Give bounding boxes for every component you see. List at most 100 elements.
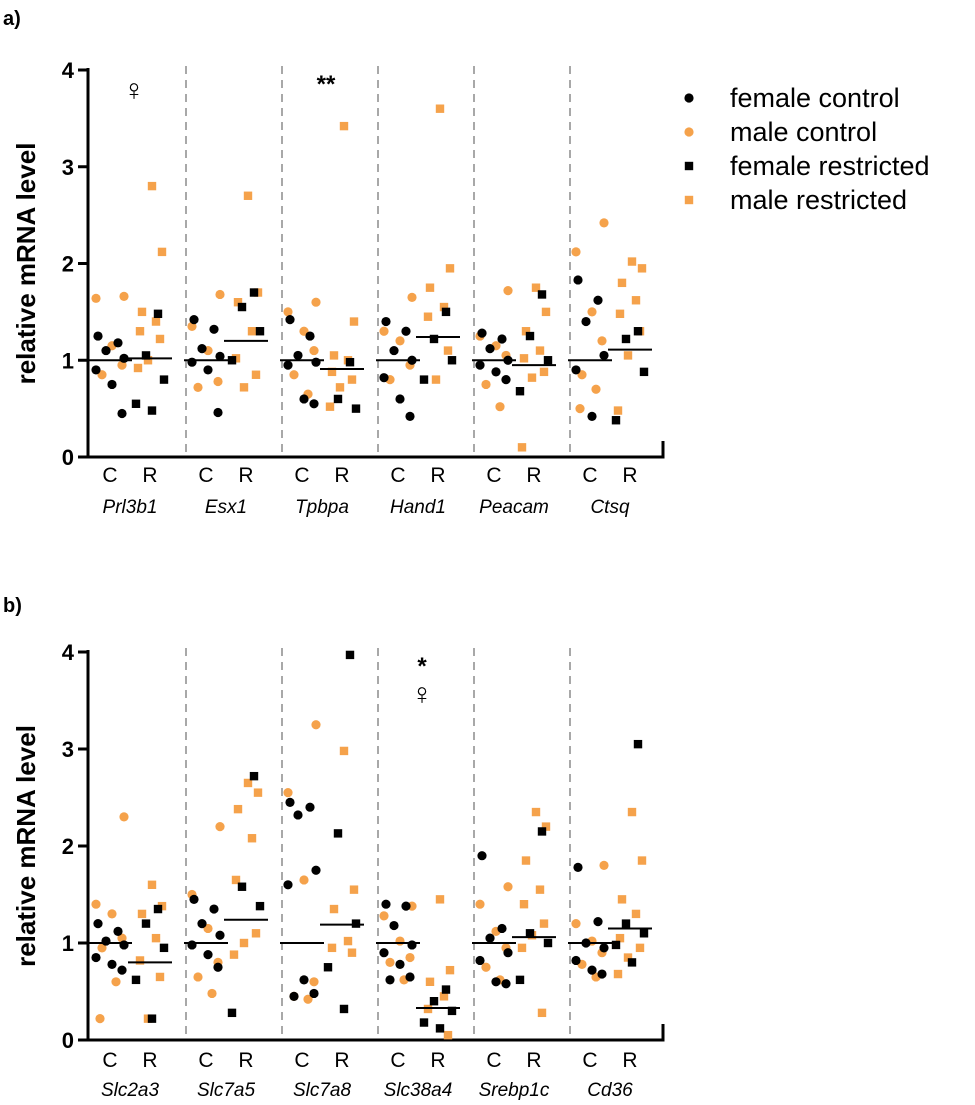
- point-male-restricted: [531, 807, 541, 817]
- x-tick-label-control: C: [198, 464, 213, 487]
- point-male-restricted: [143, 356, 153, 365]
- point-female-restricted: [345, 650, 355, 660]
- point-female-control: [571, 365, 581, 375]
- point-female-control: [197, 344, 207, 354]
- point-male-restricted: [327, 943, 337, 953]
- point-female-control: [491, 977, 501, 987]
- point-female-control: [491, 367, 501, 377]
- point-female-control: [573, 275, 583, 285]
- point-female-restricted: [153, 309, 163, 319]
- point-female-restricted: [255, 327, 265, 336]
- gene-label: Slc38a4: [384, 1080, 453, 1101]
- point-female-restricted: [633, 739, 643, 749]
- point-female-restricted: [333, 829, 343, 838]
- point-male-restricted: [613, 969, 623, 979]
- point-male-control: [215, 289, 225, 300]
- point-female-restricted: [131, 975, 141, 985]
- point-female-control: [587, 965, 597, 975]
- point-female-control: [101, 936, 111, 946]
- point-female-restricted: [621, 919, 631, 928]
- point-female-control: [309, 988, 319, 999]
- point-male-restricted: [637, 264, 647, 273]
- point-male-restricted: [537, 1008, 547, 1018]
- point-female-control: [599, 350, 609, 361]
- point-female-restricted: [255, 901, 265, 911]
- point-male-restricted: [531, 283, 541, 292]
- x-tick-label-control: C: [294, 464, 309, 487]
- point-male-control: [213, 376, 223, 387]
- point-female-restricted: [447, 356, 457, 365]
- legend: female control male control female restric…: [684, 83, 930, 215]
- point-female-restricted: [153, 904, 163, 914]
- point-male-restricted: [231, 875, 241, 885]
- point-male-restricted: [435, 104, 445, 113]
- point-male-restricted: [521, 327, 531, 336]
- point-female-control: [293, 810, 303, 820]
- point-male-restricted: [445, 264, 455, 273]
- point-male-control: [193, 972, 203, 982]
- point-female-control: [593, 917, 603, 927]
- point-male-restricted: [239, 383, 249, 392]
- point-male-restricted: [157, 247, 167, 257]
- point-female-control: [571, 955, 581, 966]
- point-female-control: [91, 365, 101, 375]
- sex-annotation: ♀: [411, 678, 434, 711]
- point-female-restricted: [141, 919, 151, 928]
- point-male-control: [571, 247, 581, 257]
- point-male-restricted: [623, 351, 633, 360]
- point-male-control: [119, 812, 129, 822]
- point-male-restricted: [147, 181, 157, 191]
- point-male-restricted: [251, 370, 261, 379]
- point-female-control: [401, 901, 411, 911]
- point-male-control: [503, 285, 513, 296]
- y-tick-label: 4: [62, 58, 75, 83]
- point-male-restricted: [617, 278, 627, 288]
- y-tick-label: 0: [62, 445, 74, 470]
- point-female-control: [599, 943, 609, 953]
- point-male-control: [599, 860, 609, 871]
- significance-annotation: *: [417, 653, 427, 680]
- x-tick-label-control: C: [486, 464, 501, 487]
- point-male-restricted: [151, 317, 161, 326]
- point-male-restricted: [615, 309, 625, 319]
- x-tick-label-restricted: R: [430, 464, 445, 487]
- gene-label: Hand1: [390, 497, 446, 518]
- point-female-control: [587, 411, 597, 421]
- panel-a-chart: a) relative mRNA level 0 1 2 3 4 C R Prl3b1 ♀ C R Esx…: [3, 8, 665, 518]
- point-female-restricted: [147, 406, 157, 415]
- point-male-restricted: [439, 992, 449, 1001]
- point-male-restricted: [137, 909, 147, 919]
- point-female-control: [299, 394, 309, 404]
- point-female-control: [597, 969, 607, 979]
- point-male-restricted: [329, 351, 339, 360]
- point-female-control: [91, 952, 101, 963]
- point-female-control: [477, 851, 487, 861]
- point-male-restricted: [535, 346, 545, 355]
- x-tick-label-control: C: [486, 1049, 501, 1072]
- point-female-restricted: [141, 351, 151, 360]
- point-female-control: [209, 904, 219, 914]
- point-male-restricted: [347, 375, 357, 384]
- point-female-restricted: [543, 356, 553, 365]
- point-male-control: [599, 218, 609, 228]
- point-male-restricted: [147, 880, 157, 889]
- point-male-control: [475, 899, 485, 909]
- point-female-restricted: [633, 327, 643, 336]
- point-male-restricted: [521, 856, 531, 865]
- point-male-restricted: [637, 856, 647, 865]
- point-female-control: [117, 408, 127, 419]
- x-tick-label-control: C: [294, 1049, 309, 1072]
- point-male-restricted: [229, 950, 239, 959]
- point-female-restricted: [611, 940, 621, 950]
- point-female-restricted: [419, 1018, 429, 1027]
- point-male-restricted: [325, 402, 335, 411]
- point-female-control: [501, 979, 511, 989]
- gene-label: Peacam: [479, 497, 549, 518]
- y-tick-label: 3: [62, 737, 74, 762]
- point-female-restricted: [147, 1014, 157, 1023]
- point-female-control: [215, 930, 225, 940]
- legend-label: female restricted: [730, 151, 930, 181]
- point-male-control: [379, 326, 389, 336]
- y-tick-label: 4: [62, 640, 75, 665]
